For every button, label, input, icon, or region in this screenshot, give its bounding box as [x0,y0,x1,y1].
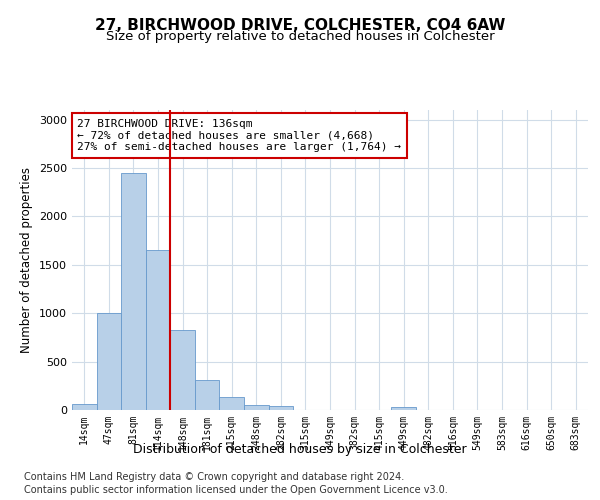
Text: Distribution of detached houses by size in Colchester: Distribution of detached houses by size … [133,442,467,456]
Text: 27 BIRCHWOOD DRIVE: 136sqm
← 72% of detached houses are smaller (4,668)
27% of s: 27 BIRCHWOOD DRIVE: 136sqm ← 72% of deta… [77,119,401,152]
Bar [97,313,121,410]
Text: Contains public sector information licensed under the Open Government Licence v3: Contains public sector information licen… [24,485,448,495]
Text: Contains HM Land Registry data © Crown copyright and database right 2024.: Contains HM Land Registry data © Crown c… [24,472,404,482]
Bar [195,380,220,410]
Bar [72,404,97,410]
Bar [146,250,170,410]
Bar [170,330,195,410]
Y-axis label: Number of detached properties: Number of detached properties [20,167,34,353]
Bar [220,398,244,410]
Bar [121,173,146,410]
Text: 27, BIRCHWOOD DRIVE, COLCHESTER, CO4 6AW: 27, BIRCHWOOD DRIVE, COLCHESTER, CO4 6AW [95,18,505,32]
Bar [391,407,416,410]
Text: Size of property relative to detached houses in Colchester: Size of property relative to detached ho… [106,30,494,43]
Bar [269,406,293,410]
Bar [244,404,269,410]
